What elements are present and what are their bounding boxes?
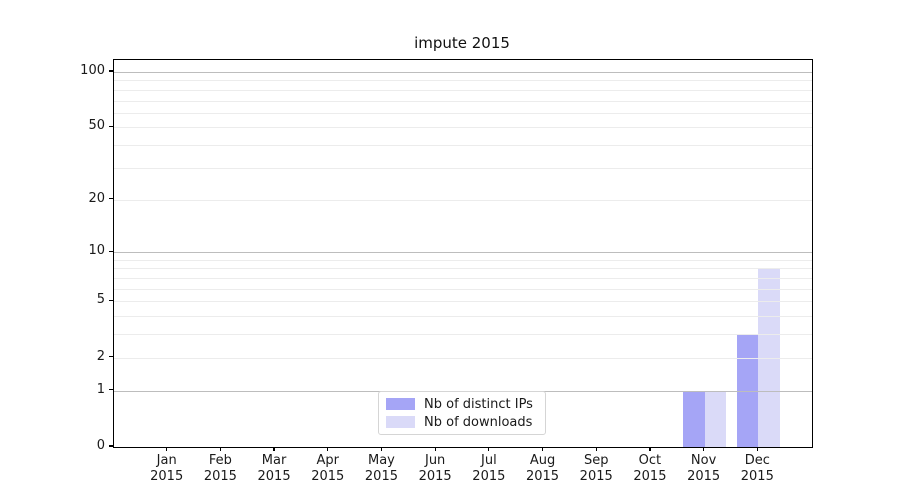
y-tick-label-100: 100 [80,62,105,78]
gridlines-layer [114,60,812,447]
x-tick-label-jan: Jan 2015 [150,453,184,484]
gridline-6 [114,288,812,290]
gridline-80 [114,89,812,91]
bars-layer [114,60,812,447]
x-tick-mark-aug [541,447,544,451]
x-tick-mark-feb [219,447,221,451]
gridline-100 [114,71,812,73]
x-tick-mark-jan [166,447,168,451]
y-tick-mark-50 [109,125,113,128]
y-tick-mark-10 [109,250,113,252]
gridline-90 [114,80,812,82]
gridline-4 [114,316,812,318]
gridline-30 [114,167,812,169]
x-tick-label-mar: Mar 2015 [257,453,291,484]
legend: Nb of distinct IPs Nb of downloads [378,391,546,435]
gridline-8 [114,268,812,270]
x-tick-mark-may [380,447,383,451]
y-tick-mark-0 [109,445,113,447]
gridline-20 [114,199,812,201]
gridline-5 [114,301,812,303]
x-tick-label-nov: Nov 2015 [687,453,721,484]
gridline-7 [114,278,812,279]
gridline-60 [114,112,812,114]
legend-item-downloads: Nb of downloads [379,415,545,430]
bar-nov-downloads [704,390,727,447]
gridline-70 [114,100,812,102]
bar-dec-downloads [758,268,780,447]
y-tick-label-0: 0 [96,438,105,453]
y-tick-label-50: 50 [88,118,105,134]
x-tick-label-jun: Jun 2015 [418,453,452,484]
y-tick-mark-100 [109,70,113,72]
x-tick-mark-jul [488,447,490,451]
x-tick-mark-nov [703,447,705,451]
x-tick-label-dec: Dec 2015 [740,453,774,484]
x-tick-label-may: May 2015 [364,453,398,484]
y-tick-label-1: 1 [96,381,105,397]
legend-label-downloads: Nb of downloads [424,414,533,430]
x-tick-label-apr: Apr 2015 [311,453,345,484]
x-tick-label-jul: Jul 2015 [472,453,506,484]
gridline-2 [114,357,812,359]
x-tick-label-sep: Sep 2015 [579,453,613,484]
legend-swatch-downloads-icon [386,416,415,428]
legend-label-distinct-ips: Nb of distinct IPs [424,396,533,412]
legend-swatch-distinct-ips-icon [386,398,415,410]
y-tick-mark-1 [109,389,113,391]
y-tick-label-2: 2 [96,348,105,364]
bar-nov-distinct-ips [683,390,705,447]
gridline-10 [114,252,812,254]
y-tick-label-10: 10 [88,243,105,259]
y-tick-label-20: 20 [88,190,105,206]
plot-area [113,59,813,448]
x-tick-label-feb: Feb 2015 [203,453,237,484]
y-tick-mark-20 [109,197,113,200]
y-tick-mark-2 [109,356,113,358]
x-tick-mark-sep [595,447,597,451]
chart-title: impute 2015 [414,34,510,52]
gridline-3 [114,334,812,336]
legend-item-distinct-ips: Nb of distinct IPs [379,397,545,412]
x-tick-mark-dec [756,447,758,451]
x-tick-label-oct: Oct 2015 [633,453,667,484]
x-tick-mark-jun [434,447,436,451]
x-tick-mark-oct [649,447,651,451]
gridline-50 [114,127,812,129]
gridline-40 [114,145,812,147]
x-tick-mark-mar [273,447,275,451]
y-tick-mark-5 [109,299,113,301]
x-tick-mark-apr [327,447,329,451]
y-tick-label-5: 5 [96,292,105,308]
gridline-9 [114,259,812,261]
x-tick-label-aug: Aug 2015 [525,453,560,484]
